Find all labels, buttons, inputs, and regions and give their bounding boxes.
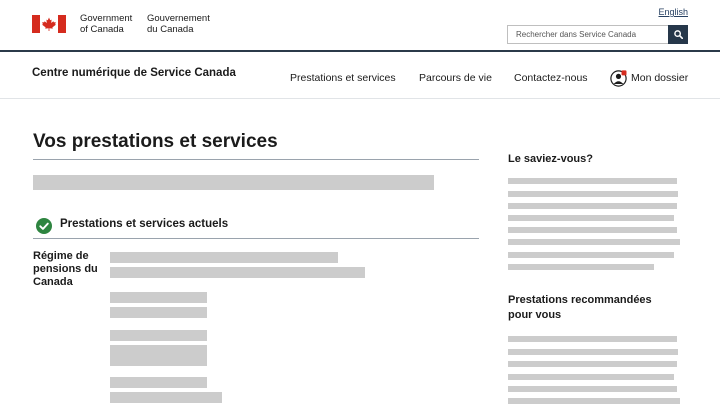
sidebar-text-placeholder: [508, 336, 677, 342]
government-of-canada-wordmark[interactable]: Government of Canada: [80, 13, 133, 35]
government-header: Government of Canada Gouvernement du Can…: [0, 0, 720, 52]
sidebar-text-placeholder: [508, 386, 677, 392]
sidebar-text-placeholder: [508, 264, 654, 270]
sidebar-text-placeholder: [508, 203, 677, 209]
sidebar-text-placeholder: [508, 349, 678, 355]
sidebar-text-placeholder: [508, 215, 674, 221]
sidebar-text-placeholder: [508, 191, 678, 197]
wordmark-fr-line2: du Canada: [147, 23, 194, 35]
benefit-detail-placeholder: [110, 267, 365, 278]
benefit-detail-placeholder: [110, 292, 207, 303]
page-title: Vos prestations et services: [33, 131, 278, 152]
benefit-detail-placeholder: [110, 345, 207, 366]
sidebar-text-placeholder: [508, 252, 674, 258]
benefit-detail-placeholder: [110, 252, 338, 263]
sidebar-title-recommended: Prestations recommandées pour vous: [508, 294, 652, 321]
search-icon: [673, 30, 683, 39]
site-title[interactable]: Centre numérique de Service Canada: [32, 67, 236, 79]
title-divider: [33, 159, 479, 160]
nav-divider: [0, 98, 720, 99]
sidebar-text-placeholder: [508, 227, 677, 233]
nav-item-prestations-services[interactable]: Prestations et services: [290, 72, 396, 84]
sidebar-title-did-you-know: Le saviez-vous?: [508, 153, 593, 165]
benefit-detail-placeholder: [110, 377, 207, 388]
search-input[interactable]: [507, 25, 688, 44]
sidebar-text-placeholder: [508, 239, 680, 245]
section-title-current-benefits: Prestations et services actuels: [60, 218, 229, 230]
wordmark-en-line1: Government: [80, 13, 133, 24]
nav-item-contactez-nous[interactable]: Contactez-nous: [514, 72, 588, 84]
wordmark-en-line2: of Canada: [80, 23, 124, 35]
benefit-detail-placeholder: [110, 330, 207, 341]
language-toggle-link[interactable]: English: [658, 7, 688, 17]
nav-item-mon-dossier[interactable]: Mon dossier: [631, 72, 689, 84]
sidebar-text-placeholder: [508, 398, 680, 404]
sidebar-text-placeholder: [508, 374, 674, 380]
user-account-icon[interactable]: [610, 70, 627, 87]
gouvernement-du-canada-wordmark[interactable]: Gouvernement du Canada: [147, 13, 210, 35]
search-button[interactable]: [668, 25, 688, 44]
benefit-name-cpp[interactable]: Régime de pensions du Canada: [33, 250, 98, 288]
canada-flag-icon[interactable]: [32, 15, 66, 33]
section-divider: [33, 238, 479, 239]
sidebar-text-placeholder: [508, 178, 677, 184]
sidebar-text-placeholder: [508, 361, 677, 367]
check-circle-icon: [36, 218, 52, 234]
benefit-detail-placeholder: [110, 307, 207, 318]
wordmark-fr-line1: Gouvernement: [147, 13, 210, 24]
benefit-detail-placeholder: [110, 392, 222, 403]
nav-item-parcours-de-vie[interactable]: Parcours de vie: [419, 72, 492, 84]
intro-text-placeholder: [33, 175, 434, 190]
